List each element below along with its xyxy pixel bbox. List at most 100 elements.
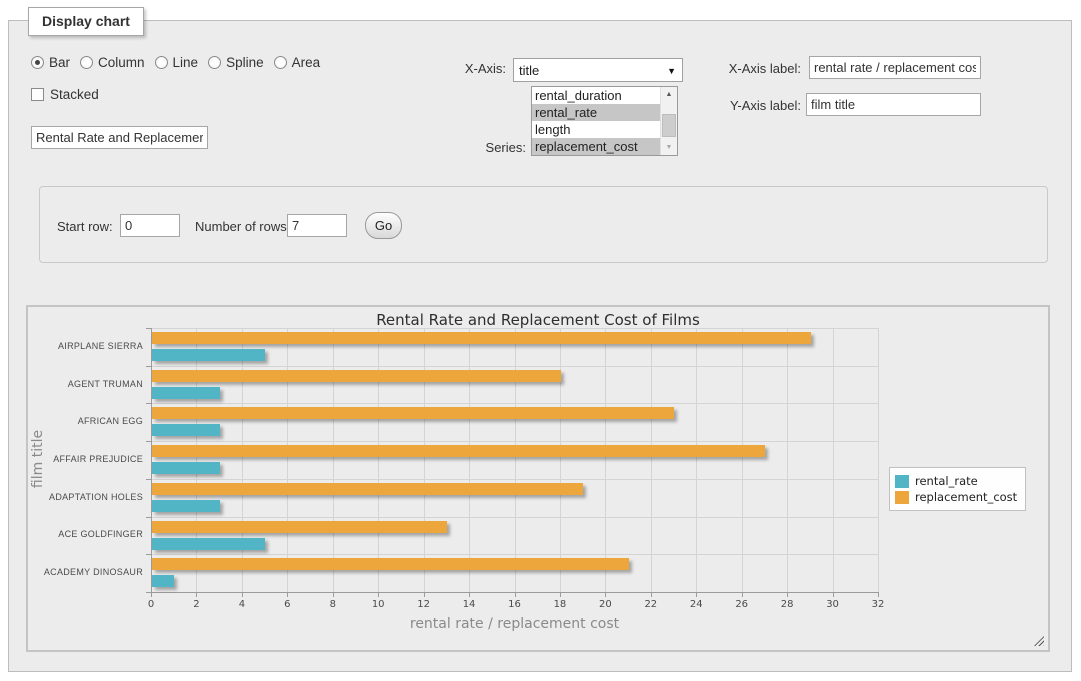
chart-bar-replacement_cost	[152, 445, 765, 457]
chart-y-axis-line	[151, 328, 152, 592]
x-axis-select-label: X-Axis:	[409, 61, 506, 76]
chart-legend: rental_ratereplacement_cost	[889, 467, 1026, 511]
series-listbox[interactable]: rental_durationrental_ratelengthreplacem…	[531, 86, 678, 156]
scrollbar-thumb[interactable]	[662, 114, 676, 137]
series-option-rental_duration[interactable]: rental_duration	[532, 87, 660, 104]
chart-bar-rental_rate	[152, 575, 174, 587]
scroll-up-icon[interactable]: ▲	[661, 87, 677, 102]
chart-tick	[651, 593, 652, 597]
chart-gridline	[469, 328, 470, 592]
series-option-rental_rate[interactable]: rental_rate	[532, 104, 660, 121]
chart-tick	[146, 328, 151, 329]
chart-type-radio-area[interactable]: Area	[274, 55, 321, 70]
radio-label: Spline	[226, 55, 264, 70]
chart-tick	[787, 593, 788, 597]
x-tick-label: 4	[227, 599, 257, 610]
x-tick-label: 8	[318, 599, 348, 610]
chart-gridline	[878, 328, 879, 592]
chart-bar-replacement_cost	[152, 407, 674, 419]
chart-gridline	[696, 328, 697, 592]
start-row-input[interactable]	[120, 214, 180, 237]
radio-icon[interactable]	[31, 56, 44, 69]
chart-tick	[424, 593, 425, 597]
chart-gridline	[560, 328, 561, 592]
chart-panel: Rental Rate and Replacement Cost of Film…	[26, 305, 1050, 652]
series-option-length[interactable]: length	[532, 121, 660, 138]
radio-icon[interactable]	[274, 56, 287, 69]
chart-bar-rental_rate	[152, 349, 265, 361]
y-axis-label-input[interactable]	[806, 93, 981, 116]
x-tick-label: 14	[454, 599, 484, 610]
radio-icon[interactable]	[80, 56, 93, 69]
chart-gridline	[515, 328, 516, 592]
chart-gridline	[333, 328, 334, 592]
rows-panel: Start row: Number of rows: Go	[39, 186, 1048, 263]
chart-title-input[interactable]	[31, 126, 208, 149]
x-tick-label: 26	[727, 599, 757, 610]
chart-gridline	[787, 328, 788, 592]
listbox-scrollbar[interactable]: ▲ ▼	[660, 87, 677, 155]
number-of-rows-input[interactable]	[287, 214, 347, 237]
chart-tick	[696, 593, 697, 597]
y-axis-label-caption: Y-Axis label:	[699, 98, 801, 113]
chart-bar-replacement_cost	[152, 521, 447, 533]
radio-label: Column	[98, 55, 145, 70]
chart-tick	[146, 479, 151, 480]
chart-type-radio-line[interactable]: Line	[155, 55, 199, 70]
scroll-down-icon[interactable]: ▼	[661, 140, 677, 155]
chart-bar-rental_rate	[152, 538, 265, 550]
chart-gridline	[742, 328, 743, 592]
legend-swatch-icon	[895, 475, 909, 488]
radio-label: Area	[292, 55, 321, 70]
chart-gridline	[424, 328, 425, 592]
chart-tick	[833, 593, 834, 597]
chart-type-radio-column[interactable]: Column	[80, 55, 145, 70]
chart-tick	[878, 593, 879, 597]
start-row-label: Start row:	[57, 219, 113, 234]
fieldset-legend: Display chart	[28, 7, 144, 36]
chart-bar-rental_rate	[152, 424, 220, 436]
series-option-replacement_cost[interactable]: replacement_cost	[532, 138, 660, 155]
x-tick-label: 20	[590, 599, 620, 610]
chart-gridline	[196, 328, 197, 592]
radio-icon[interactable]	[208, 56, 221, 69]
chart-bar-replacement_cost	[152, 483, 583, 495]
x-tick-label: 12	[409, 599, 439, 610]
x-axis-selected-value: title	[519, 63, 539, 78]
chart-y-axis-title: film title	[30, 359, 46, 559]
resize-handle-icon[interactable]	[1034, 636, 1044, 646]
x-axis-label-input[interactable]	[809, 56, 981, 79]
radio-icon[interactable]	[155, 56, 168, 69]
x-tick-label: 18	[545, 599, 575, 610]
chart-gridline	[287, 328, 288, 592]
legend-item-rental_rate: rental_rate	[895, 474, 1017, 488]
x-tick-label: 22	[636, 599, 666, 610]
stacked-checkbox[interactable]	[31, 88, 44, 101]
chart-bar-replacement_cost	[152, 370, 561, 382]
x-tick-label: 32	[863, 599, 893, 610]
chart-type-radio-bar[interactable]: Bar	[31, 55, 70, 70]
series-listbox-label: Series:	[439, 140, 526, 155]
x-axis-label-caption: X-Axis label:	[699, 61, 801, 76]
x-tick-label: 30	[818, 599, 848, 610]
chart-gridline	[605, 328, 606, 592]
chart-gridline	[378, 328, 379, 592]
chart-gridline	[833, 328, 834, 592]
legend-swatch-icon	[895, 491, 909, 504]
chart-tick	[146, 554, 151, 555]
chart-bar-replacement_cost	[152, 332, 811, 344]
category-label: ACADEMY DINOSAUR	[28, 567, 143, 577]
chart-type-radio-spline[interactable]: Spline	[208, 55, 264, 70]
radio-label: Line	[173, 55, 199, 70]
number-of-rows-label: Number of rows:	[195, 219, 290, 234]
chart-tick	[146, 366, 151, 367]
chart-bar-replacement_cost	[152, 558, 629, 570]
display-chart-fieldset: Display chart BarColumnLineSplineArea St…	[8, 20, 1072, 672]
chart-bar-rental_rate	[152, 500, 220, 512]
category-label: AIRPLANE SIERRA	[28, 341, 143, 351]
chart-tick	[742, 593, 743, 597]
x-tick-label: 16	[500, 599, 530, 610]
chart-gridline	[651, 328, 652, 592]
x-axis-select[interactable]: title ▼	[513, 58, 683, 82]
go-button[interactable]: Go	[365, 212, 402, 239]
